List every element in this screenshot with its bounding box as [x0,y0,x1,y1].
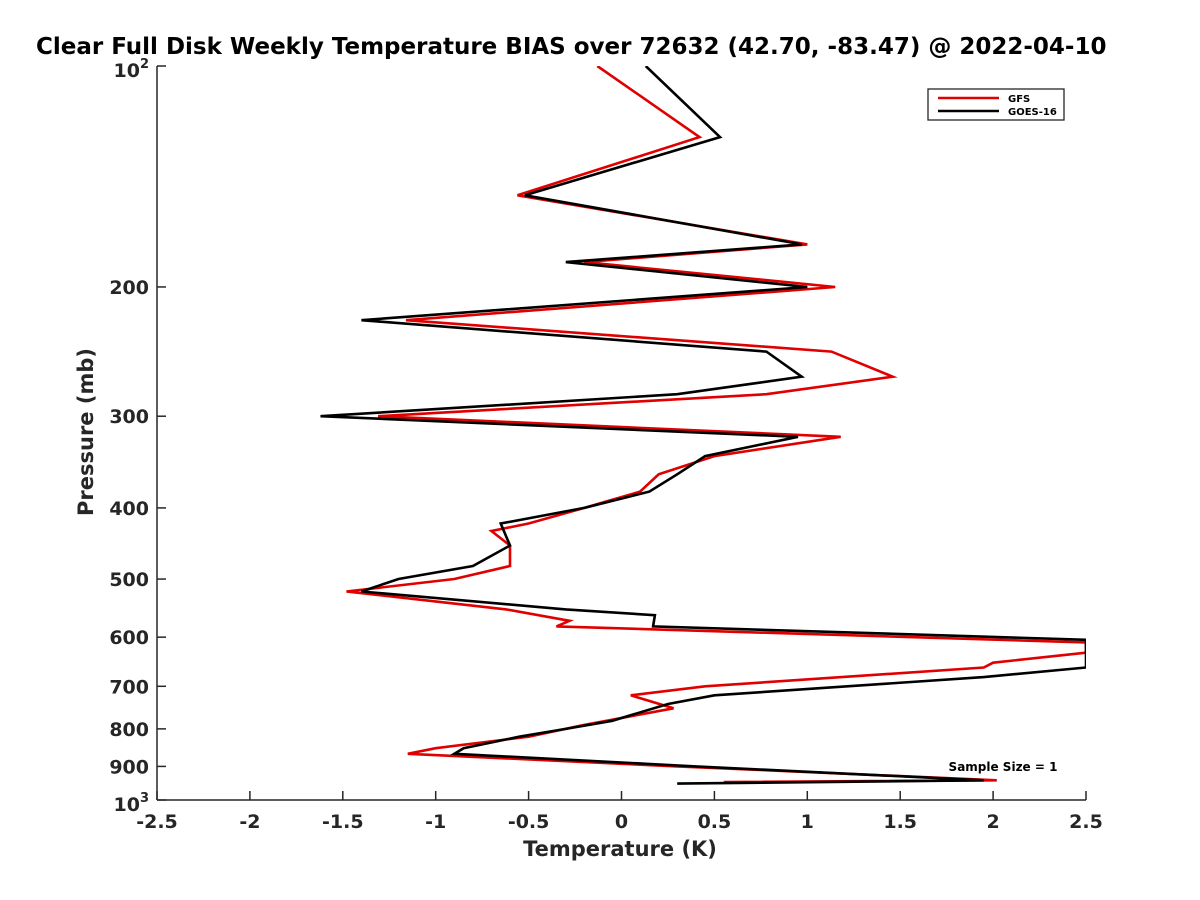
legend-box [927,88,1065,121]
chart-title: Clear Full Disk Weekly Temperature BIAS … [36,34,1106,60]
x-axis-label: Temperature (K) [523,837,717,861]
y-tick-label: 700 [109,676,149,698]
y-tick-label: 200 [109,277,149,299]
x-tick-label: 2 [986,811,999,833]
y-tick-label: 900 [109,756,149,778]
sample-size-annotation: Sample Size = 1 [949,760,1058,774]
x-tick-label: 1 [801,811,814,833]
x-tick-label: 0 [615,811,628,833]
legend: GFS GOES-16 [927,88,1065,121]
plot-lines [320,66,1086,785]
y-axis-label: Pressure (mb) [74,348,98,516]
x-tick-label: -0.5 [508,811,550,833]
series-line-goes-16 [320,66,1086,785]
series-line-gfs [346,66,1086,784]
legend-label-goes-16: GOES-16 [1008,107,1057,118]
x-tick-label: -2 [239,811,260,833]
y-tick-label: 500 [109,569,149,591]
x-tick-label: 1.5 [883,811,917,833]
axes [156,66,1086,801]
x-tick-label: 0.5 [698,811,732,833]
y-tick-label: 600 [109,627,149,649]
legend-label-gfs: GFS [1008,94,1030,105]
ticks: -2.5 -2 -1.5 -1 -0.5 0 0.5 1 1.5 2 2.5 200 300 400 500… [109,57,1103,833]
y-tick-label-bottom: 103 [114,791,150,816]
y-tick-label: 300 [109,406,149,428]
y-tick-label: 800 [109,719,149,741]
y-tick-label-top: 102 [114,57,150,82]
x-tick-label: 2.5 [1069,811,1103,833]
x-tick-label: -1.5 [322,811,364,833]
y-tick-label: 400 [109,498,149,520]
x-tick-label: -2.5 [136,811,178,833]
x-tick-label: -1 [425,811,446,833]
